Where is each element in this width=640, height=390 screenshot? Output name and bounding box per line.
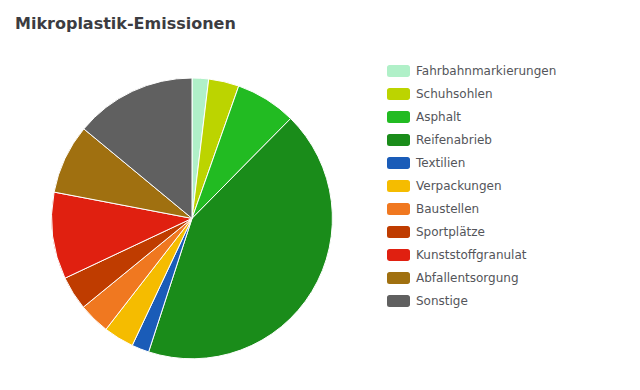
svg-text:Mikroplastik-Emissionen: Mikroplastik-Emissionen: [15, 14, 236, 33]
svg-text:Reifenabrieb: Reifenabrieb: [416, 133, 492, 147]
svg-text:Schuhsohlen: Schuhsohlen: [416, 87, 493, 101]
svg-text:Baustellen: Baustellen: [416, 202, 479, 216]
svg-text:Textilien: Textilien: [415, 156, 465, 170]
svg-text:Verpackungen: Verpackungen: [416, 179, 502, 193]
svg-text:Fahrbahnmarkierungen: Fahrbahnmarkierungen: [416, 64, 556, 78]
svg-text:Kunststoffgranulat: Kunststoffgranulat: [416, 248, 527, 262]
svg-text:Sportplätze: Sportplätze: [416, 225, 485, 239]
svg-text:Abfallentsorgung: Abfallentsorgung: [416, 271, 519, 285]
svg-text:Sonstige: Sonstige: [416, 294, 468, 308]
svg-text:Asphalt: Asphalt: [416, 110, 461, 124]
